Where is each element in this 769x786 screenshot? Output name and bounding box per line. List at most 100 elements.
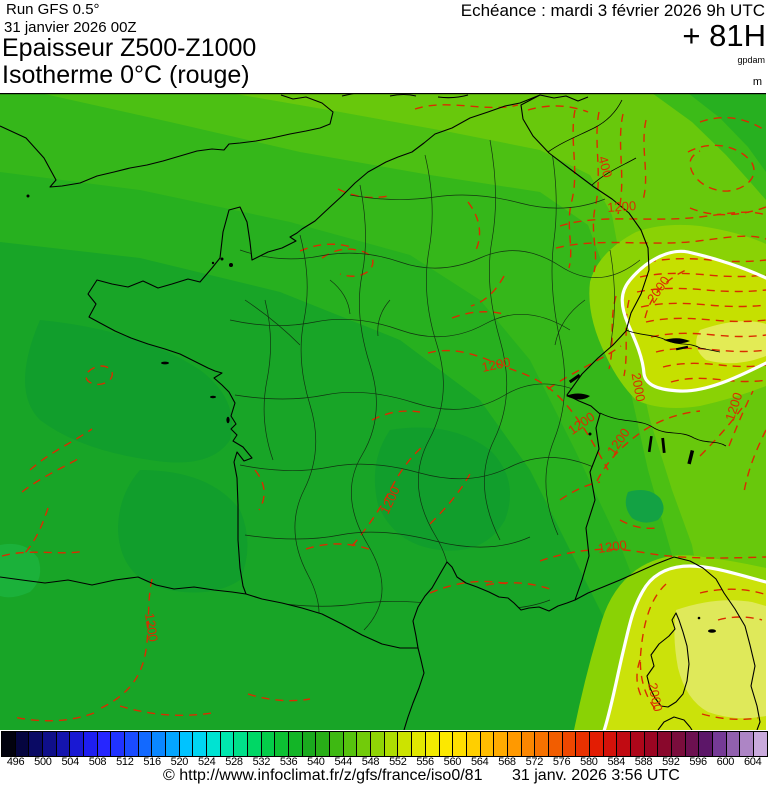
contour-label: 1200 bbox=[142, 612, 161, 643]
colorbar-cell bbox=[179, 732, 194, 756]
colorbar-cell bbox=[70, 732, 85, 756]
colorbar-tick-label: 588 bbox=[634, 756, 653, 768]
generation-datetime: 31 janv. 2026 3:56 UTC bbox=[512, 767, 680, 784]
colorbar-cell bbox=[220, 732, 235, 756]
colorbar-tick-label: 576 bbox=[552, 756, 571, 768]
colorbar-cell bbox=[111, 732, 126, 756]
colorbar-tick-label: 572 bbox=[525, 756, 544, 768]
colorbar-cell bbox=[439, 732, 454, 756]
colorbar-cell bbox=[330, 732, 344, 756]
colorbar-cell bbox=[753, 732, 767, 756]
colorbar-tick-label: 528 bbox=[225, 756, 243, 768]
contour-label: 1200 bbox=[607, 198, 637, 215]
colorbar-tick-label: 500 bbox=[34, 756, 52, 768]
colorbar-tick-label: 516 bbox=[143, 756, 161, 768]
colorbar-cell bbox=[740, 732, 754, 756]
colorbar-tick-label: 556 bbox=[416, 756, 434, 768]
coastlines-borders bbox=[0, 93, 761, 730]
colorbar-cell bbox=[671, 732, 686, 756]
colorbar-cell bbox=[603, 732, 618, 756]
colorbar-cell bbox=[56, 732, 71, 756]
unit-gpdam-label: gpdam bbox=[737, 55, 765, 65]
colorbar-cell bbox=[617, 732, 631, 756]
colorbar-tick-label: 508 bbox=[88, 756, 107, 768]
colorbar-cell bbox=[193, 732, 208, 756]
colorbar-tick-label: 524 bbox=[197, 756, 216, 768]
colorbar-tick-label: 584 bbox=[607, 756, 625, 768]
colorbar-cell bbox=[521, 732, 536, 756]
colorbar-cell bbox=[152, 732, 167, 756]
page-subtitle: Isotherme 0°C (rouge) bbox=[2, 61, 250, 89]
colorbar-cell bbox=[658, 732, 672, 756]
colorbar-cell bbox=[494, 732, 508, 756]
colorbar-cell bbox=[261, 732, 276, 756]
colorbar-cell bbox=[453, 732, 467, 756]
isotherm-contours-red bbox=[1, 104, 766, 722]
colorbar-tick-label: 580 bbox=[580, 756, 598, 768]
colorbar-cell bbox=[630, 732, 645, 756]
colorbar-cell bbox=[712, 732, 727, 756]
colorbar-cell bbox=[125, 732, 139, 756]
colorbar-tick-label: 604 bbox=[743, 756, 762, 768]
colorbar-tick-label: 536 bbox=[279, 756, 298, 768]
colorbar-cell bbox=[480, 732, 495, 756]
colorbar-tick-label: 496 bbox=[6, 756, 25, 768]
colorbar-tick-label: 548 bbox=[361, 756, 380, 768]
colorbar-tick-label: 504 bbox=[61, 756, 79, 768]
colorbar-cell bbox=[398, 732, 413, 756]
colorbar-cell bbox=[425, 732, 440, 756]
department-borders bbox=[229, 139, 641, 648]
colorbar-cell bbox=[97, 732, 112, 756]
validity-label: Echéance : mardi 3 février 2026 9h UTC bbox=[460, 1, 765, 20]
colorbar-cell bbox=[207, 732, 221, 756]
colorbar-cell bbox=[43, 732, 57, 756]
colorbar-cell bbox=[248, 732, 262, 756]
colorbar-cell bbox=[644, 732, 659, 756]
run-date-label: 31 janvier 2026 00Z bbox=[4, 19, 137, 36]
colorbar-cell bbox=[726, 732, 741, 756]
colorbar-tick-label: 592 bbox=[662, 756, 680, 768]
contour-label: 2000 bbox=[629, 372, 649, 403]
colorbar-cell bbox=[576, 732, 590, 756]
colorbar-tick-label: 544 bbox=[334, 756, 352, 768]
thickness-fill-layers bbox=[0, 93, 766, 730]
colorbar-cell bbox=[699, 732, 713, 756]
run-model-label: Run GFS 0.5° bbox=[6, 1, 100, 18]
source-url-text: © http://www.infoclimat.fr/z/gfs/france/… bbox=[163, 767, 483, 784]
contour-label: 1200 bbox=[597, 537, 628, 556]
colorbar-cell bbox=[535, 732, 549, 756]
colorbar-cell bbox=[84, 732, 98, 756]
colorbar-cell bbox=[2, 732, 16, 756]
colorbar-cell bbox=[275, 732, 290, 756]
colorbar-cell bbox=[234, 732, 249, 756]
colorbar-cell bbox=[138, 732, 153, 756]
colorbar-cell bbox=[302, 732, 317, 756]
colorbar-cell bbox=[343, 732, 358, 756]
colorbar-tick-label: 596 bbox=[689, 756, 707, 768]
contour-label: 2000 bbox=[645, 681, 666, 712]
colorbar-cell bbox=[371, 732, 385, 756]
contour-label: 1200 bbox=[480, 354, 511, 375]
colorbar-tick-label: 568 bbox=[498, 756, 516, 768]
unit-m-label: m bbox=[752, 76, 762, 88]
colorbar-tick-label: 512 bbox=[116, 756, 134, 768]
colorbar-cell bbox=[562, 732, 577, 756]
colorbar-cell bbox=[384, 732, 399, 756]
colorbar-cell bbox=[412, 732, 426, 756]
colorbar-cell bbox=[316, 732, 331, 756]
lead-time-label: + 81H bbox=[682, 18, 766, 53]
colorbar-cell bbox=[685, 732, 700, 756]
colorbar-tick-label: 560 bbox=[443, 756, 462, 768]
contour-label: 400 bbox=[595, 154, 615, 179]
colorbar-cell bbox=[29, 732, 44, 756]
colorbar-cell bbox=[15, 732, 30, 756]
colorbar-tick-label: 532 bbox=[252, 756, 271, 768]
colorbar-tick-label: 540 bbox=[307, 756, 325, 768]
colorbar-tick-label: 564 bbox=[470, 756, 489, 768]
colorbar-cell bbox=[507, 732, 522, 756]
colorbar-tick-label: 600 bbox=[716, 756, 735, 768]
page-title: Epaisseur Z500-Z1000 bbox=[2, 34, 257, 62]
colorbar-cell bbox=[548, 732, 563, 756]
colorbar-cell bbox=[466, 732, 481, 756]
